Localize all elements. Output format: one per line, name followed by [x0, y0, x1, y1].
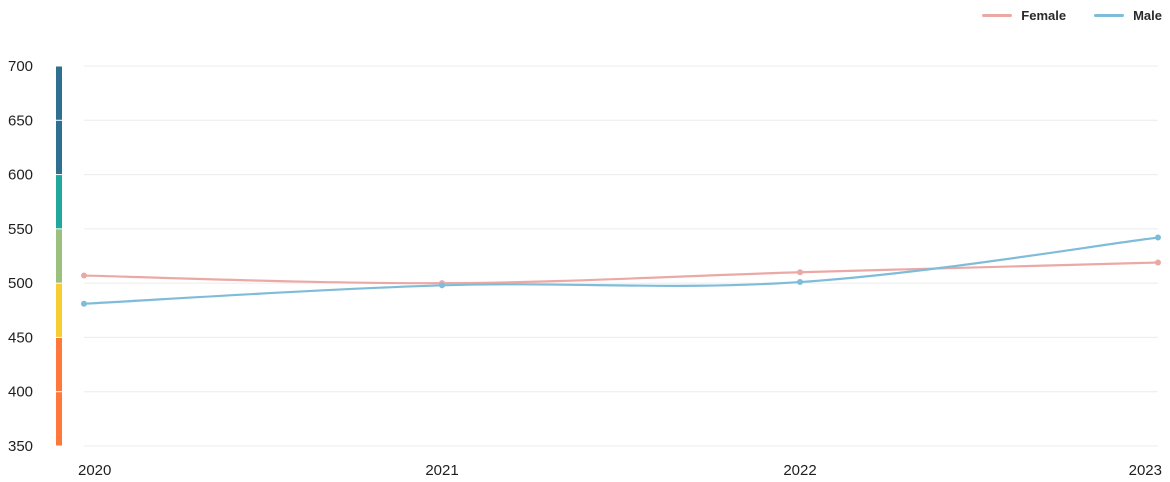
series-line-male: [83, 236, 1159, 305]
y-tick-label: 350: [8, 438, 33, 455]
x-tick-label: 2022: [783, 462, 816, 479]
series-lines: [83, 236, 1159, 305]
x-tick-label: 2020: [78, 462, 111, 479]
series-points: [81, 234, 1161, 307]
gridlines: [84, 65, 1158, 447]
color-band-450-500: [56, 283, 62, 337]
data-point-male-2021[interactable]: [439, 282, 445, 289]
color-band-400-450: [56, 337, 62, 392]
legend-label-male: Male: [1133, 8, 1162, 23]
series-line-female: [83, 261, 1159, 285]
legend-swatch-female: [982, 14, 1013, 17]
data-point-female-2020[interactable]: [81, 272, 87, 279]
color-band-600-650: [56, 120, 62, 175]
chart-legend: Female Male: [982, 8, 1162, 23]
y-axis: 700 650 600 550 500 450 400 350: [8, 58, 33, 455]
data-point-male-2022[interactable]: [797, 279, 803, 286]
color-band-650-700: [56, 66, 62, 120]
data-point-female-2023[interactable]: [1155, 259, 1161, 266]
color-band-550-600: [56, 175, 62, 229]
legend-swatch-male: [1094, 14, 1125, 17]
y-tick-label: 450: [8, 329, 33, 346]
y-tick-label: 500: [8, 275, 33, 292]
legend-item-female[interactable]: Female: [982, 8, 1066, 23]
x-tick-label: 2023: [1129, 462, 1162, 479]
x-tick-label: 2021: [425, 462, 458, 479]
data-point-female-2022[interactable]: [797, 269, 803, 276]
legend-item-male[interactable]: Male: [1094, 8, 1162, 23]
color-scale-bar: [56, 66, 62, 446]
y-tick-label: 700: [8, 58, 33, 75]
y-tick-label: 650: [8, 112, 33, 129]
y-tick-label: 600: [8, 167, 33, 184]
x-axis: 2020 2021 2022 2023: [78, 462, 1162, 479]
legend-label-female: Female: [1021, 8, 1067, 23]
color-band-350-400: [56, 392, 62, 446]
data-point-male-2020[interactable]: [81, 300, 87, 307]
data-point-male-2023[interactable]: [1155, 234, 1161, 241]
y-tick-label: 550: [8, 221, 33, 238]
color-band-500-550: [56, 229, 62, 283]
y-tick-label: 400: [8, 384, 33, 401]
